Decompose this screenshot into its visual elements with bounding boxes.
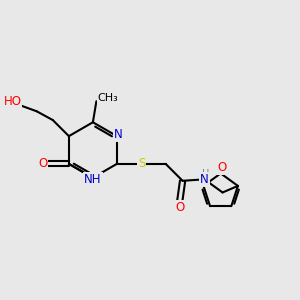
Text: O: O [175,201,184,214]
Text: HO: HO [4,94,22,108]
Text: N: N [114,128,123,141]
Text: O: O [218,161,227,174]
Text: S: S [138,158,146,170]
Text: NH: NH [84,173,102,186]
Text: H: H [202,169,210,179]
Text: N: N [200,173,209,186]
Text: CH₃: CH₃ [98,93,118,103]
Text: O: O [38,158,47,170]
